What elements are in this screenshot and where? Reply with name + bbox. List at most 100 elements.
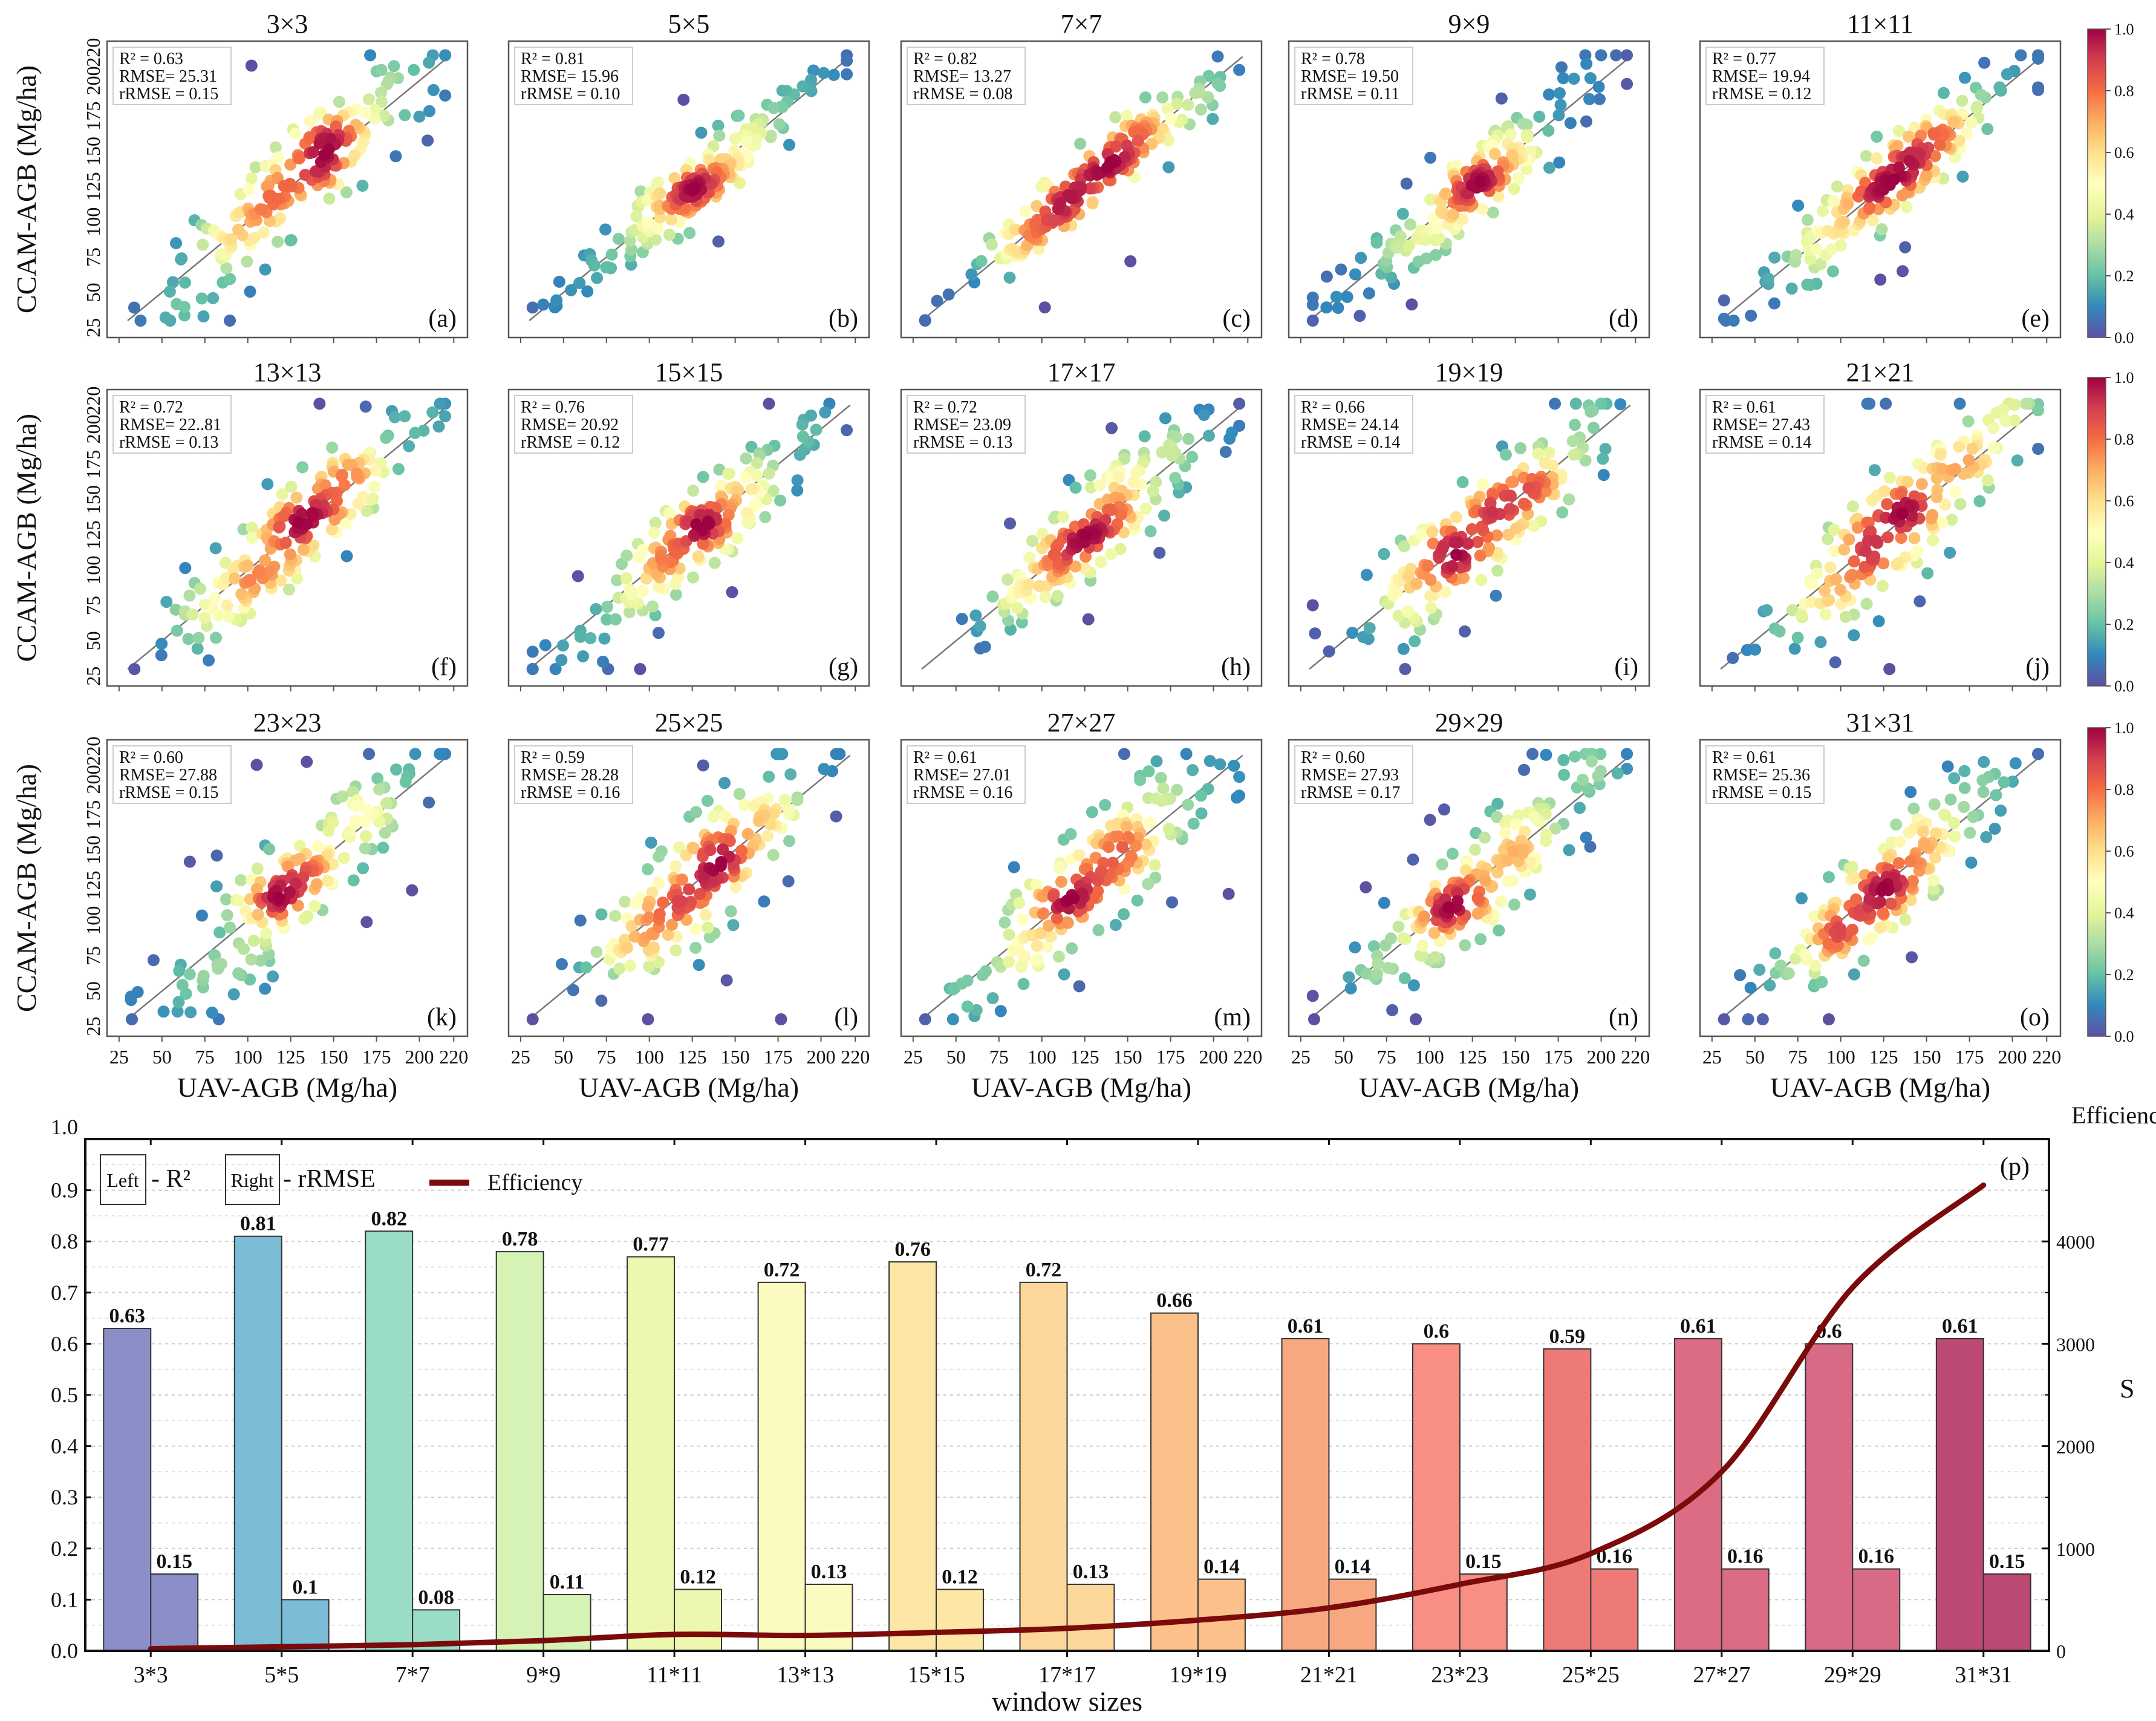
stat-rmse: RMSE= 27.93 (1301, 766, 1399, 785)
data-point (723, 467, 735, 480)
bar-r2 (1412, 1343, 1461, 1651)
data-point (1410, 1013, 1422, 1025)
data-point (406, 884, 418, 896)
data-point (692, 959, 705, 972)
data-point (590, 603, 602, 616)
data-point (399, 109, 411, 122)
data-point (612, 232, 625, 245)
x-tick-label: 100 (233, 1046, 262, 1068)
data-point (1121, 109, 1133, 122)
data-point (1120, 821, 1133, 834)
data-point (526, 301, 539, 314)
data-point (1353, 310, 1366, 322)
data-point (1904, 855, 1917, 867)
data-point (232, 967, 245, 980)
data-point (1134, 774, 1147, 786)
data-point (663, 229, 676, 241)
data-point (2032, 81, 2045, 94)
data-point (1749, 643, 1762, 656)
x-axis-label: UAV-AGB (Mg/ha) (579, 1072, 799, 1103)
data-point (1857, 955, 1870, 967)
data-point (1230, 791, 1243, 804)
data-point (1884, 897, 1897, 910)
data-point (1323, 645, 1335, 658)
stats-box (1294, 47, 1413, 105)
data-point (689, 806, 702, 818)
data-point (1851, 512, 1864, 525)
data-point (1827, 195, 1840, 207)
data-point (653, 907, 666, 920)
data-point (1493, 924, 1505, 937)
data-point (1165, 896, 1178, 909)
y-tick-label-right: 4000 (2056, 1231, 2095, 1253)
data-point (1877, 557, 1890, 570)
data-point (740, 507, 753, 520)
data-point (1469, 843, 1482, 856)
data-point (539, 639, 552, 651)
data-point (301, 756, 313, 768)
data-point (1918, 840, 1930, 852)
data-point (961, 975, 974, 987)
data-point (1346, 627, 1359, 639)
stat-rmse: RMSE= 15.96 (521, 67, 619, 86)
colorbar: 0.0 0.2 0.4 0.6 0.8 1.0 (2087, 21, 2134, 347)
data-point (310, 878, 323, 890)
x-tick-label: 75 (989, 1046, 1009, 1068)
legend-box-left (100, 1154, 146, 1205)
data-point (364, 49, 377, 62)
data-point (690, 518, 703, 531)
data-point (1887, 173, 1900, 186)
data-point (1881, 498, 1894, 511)
data-point (1194, 103, 1207, 116)
y-tick-label: 125 (82, 172, 104, 201)
data-point (1939, 498, 1952, 511)
data-point (1155, 771, 1167, 784)
data-point (182, 633, 195, 645)
data-point (223, 610, 235, 622)
panel-label: (e) (2021, 305, 2050, 333)
data-point (841, 54, 853, 67)
x-tick-label: 200 (807, 1046, 836, 1068)
data-point (155, 649, 168, 662)
data-point (776, 748, 789, 760)
stat-rrmse: rRMSE = 0.10 (521, 85, 620, 103)
x-tick-label: 125 (678, 1046, 707, 1068)
y-tick-label: 175 (82, 450, 104, 479)
data-point (1044, 930, 1057, 942)
data-point (778, 794, 791, 806)
data-point (1927, 128, 1940, 141)
y-tick-label: 220 (82, 387, 104, 416)
data-point (687, 571, 700, 584)
data-point (1499, 826, 1511, 839)
colorbar-tick-label: 0.0 (2114, 1028, 2134, 1045)
stat-rrmse: rRMSE = 0.15 (119, 85, 218, 103)
legend-right-text: - rRMSE (283, 1165, 376, 1193)
x-tick-label: 75 (1788, 1046, 1808, 1068)
data-point (633, 551, 646, 564)
data-point (1459, 864, 1472, 877)
data-label-rrmse: 0.15 (1989, 1550, 2025, 1573)
data-point (1976, 774, 1989, 786)
data-point (1187, 817, 1200, 830)
x-tick-label: 150 (721, 1046, 750, 1068)
data-point (1222, 887, 1235, 900)
data-point (1034, 927, 1047, 939)
data-point (1745, 309, 1757, 322)
y-tick-label: 75 (82, 946, 104, 965)
data-point (1051, 590, 1064, 603)
data-point (625, 920, 638, 933)
data-point (245, 59, 258, 72)
data-point (713, 129, 726, 142)
y-tick-label: 75 (82, 596, 104, 615)
panel-title: 3×3 (267, 9, 308, 39)
data-point (1532, 447, 1545, 460)
data-point (1760, 604, 1773, 616)
data-point (1981, 474, 1994, 487)
data-point (1095, 555, 1107, 568)
data-point (1869, 534, 1882, 547)
data-point (198, 612, 211, 624)
bar-r2 (1281, 1337, 1330, 1651)
data-point (336, 790, 349, 803)
